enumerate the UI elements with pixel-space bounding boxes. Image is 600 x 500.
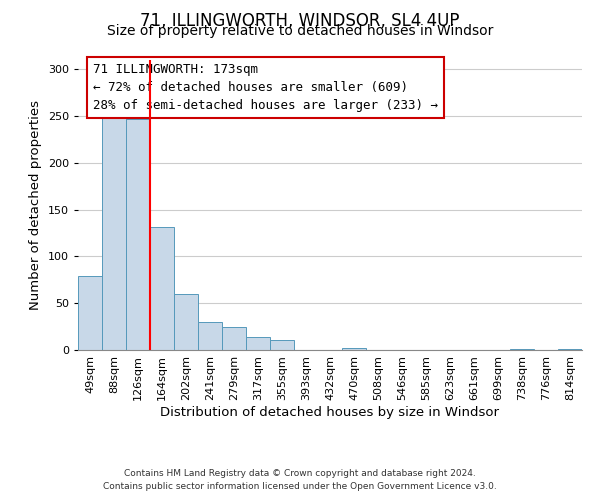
Bar: [198, 322, 222, 350]
Bar: [126, 119, 150, 350]
Bar: [174, 294, 198, 350]
X-axis label: Distribution of detached houses by size in Windsor: Distribution of detached houses by size …: [161, 406, 499, 418]
Text: Size of property relative to detached houses in Windsor: Size of property relative to detached ho…: [107, 24, 493, 38]
Bar: [102, 116, 126, 350]
Bar: [222, 326, 246, 350]
Bar: [510, 349, 534, 350]
Text: 71 ILLINGWORTH: 173sqm
← 72% of detached houses are smaller (609)
28% of semi-de: 71 ILLINGWORTH: 173sqm ← 72% of detached…: [93, 63, 438, 112]
Bar: [270, 340, 294, 350]
Bar: [342, 348, 366, 350]
Bar: [150, 226, 174, 350]
Bar: [558, 349, 582, 350]
Bar: [78, 276, 102, 350]
Y-axis label: Number of detached properties: Number of detached properties: [29, 100, 42, 310]
Text: 71, ILLINGWORTH, WINDSOR, SL4 4UP: 71, ILLINGWORTH, WINDSOR, SL4 4UP: [140, 12, 460, 30]
Text: Contains HM Land Registry data © Crown copyright and database right 2024.
Contai: Contains HM Land Registry data © Crown c…: [103, 469, 497, 491]
Bar: [246, 337, 270, 350]
